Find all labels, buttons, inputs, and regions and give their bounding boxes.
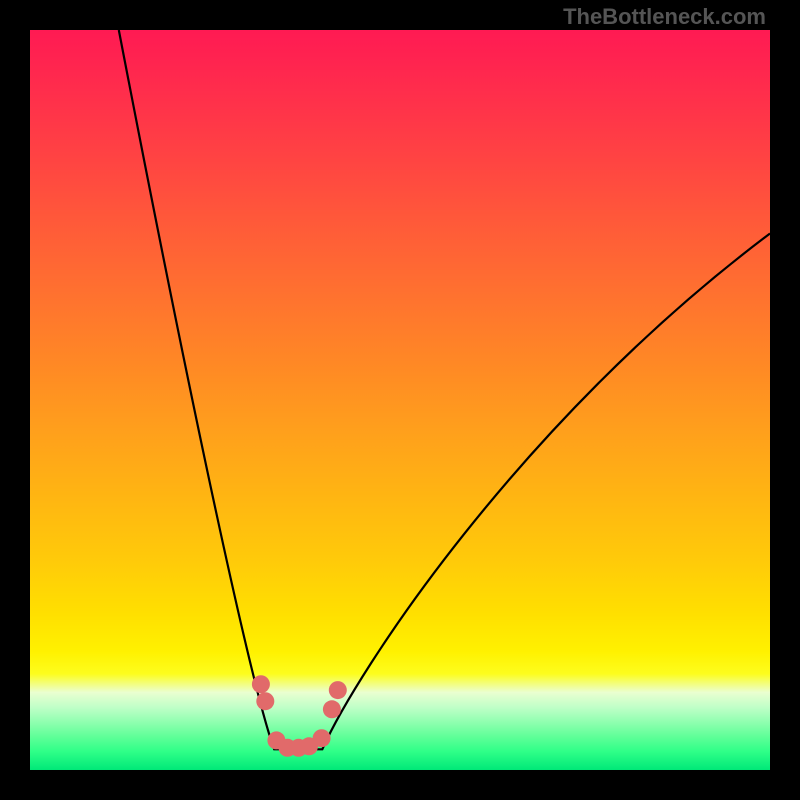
watermark-text: TheBottleneck.com bbox=[563, 4, 766, 30]
curve-layer bbox=[30, 30, 770, 770]
data-marker bbox=[313, 729, 331, 747]
plot-area bbox=[30, 30, 770, 770]
data-marker bbox=[252, 675, 270, 693]
data-marker bbox=[329, 681, 347, 699]
chart-frame: TheBottleneck.com bbox=[0, 0, 800, 800]
data-marker bbox=[323, 700, 341, 718]
bottleneck-curve bbox=[119, 30, 770, 749]
data-marker bbox=[256, 692, 274, 710]
